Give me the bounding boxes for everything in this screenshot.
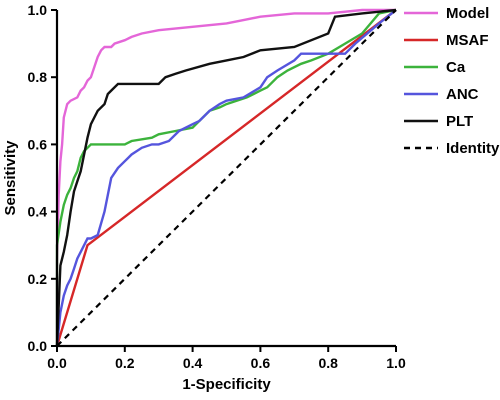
series-line-anc — [55, 9, 397, 347]
legend-label: ANC — [446, 86, 479, 103]
y-tick-label: 0.6 — [28, 136, 48, 152]
legend-item-anc: ANC — [404, 86, 479, 103]
legend-label: Ca — [446, 59, 466, 76]
y-tick-label: 1.0 — [28, 2, 48, 18]
legend-item-identity: Identity — [404, 140, 500, 157]
x-axis-label: 1-Specificity — [182, 376, 271, 393]
x-tick-label: 0.4 — [183, 355, 203, 371]
x-tick-label: 0.0 — [47, 355, 67, 371]
legend-item-model: Model — [404, 5, 489, 22]
y-axis-label: Sensitivity — [2, 140, 19, 216]
series-line-model — [55, 8, 396, 346]
y-tick-label: 0.8 — [28, 69, 48, 85]
axes — [51, 9, 397, 352]
y-tick-label: 0.4 — [28, 204, 48, 220]
series-line-plt — [55, 8, 397, 347]
legend-label: Identity — [446, 140, 500, 157]
legend-item-ca: Ca — [404, 59, 466, 76]
y-tick-label: 0.0 — [28, 338, 48, 354]
series-lines — [55, 8, 397, 347]
series-line-msaf — [55, 9, 397, 347]
x-tick-label: 0.8 — [318, 355, 338, 371]
tick-labels: 0.0 0.2 0.4 0.6 0.8 1.0 0.0 0.2 0.4 0.6 0.8 1.0 — [28, 2, 406, 371]
y-tick-label: 0.2 — [28, 271, 48, 287]
x-tick-label: 0.6 — [251, 355, 271, 371]
legend-label: PLT — [446, 113, 473, 130]
x-tick-label: 0.2 — [115, 355, 135, 371]
legend-label: Model — [446, 5, 489, 22]
x-tick-label: 1.0 — [386, 355, 406, 371]
legend-label: MSAF — [446, 32, 489, 49]
series-line-identity — [56, 9, 397, 347]
legend-item-msaf: MSAF — [404, 32, 489, 49]
legend-item-plt: PLT — [404, 113, 473, 130]
legend: Model MSAF Ca ANC PLT Identity — [404, 5, 500, 157]
